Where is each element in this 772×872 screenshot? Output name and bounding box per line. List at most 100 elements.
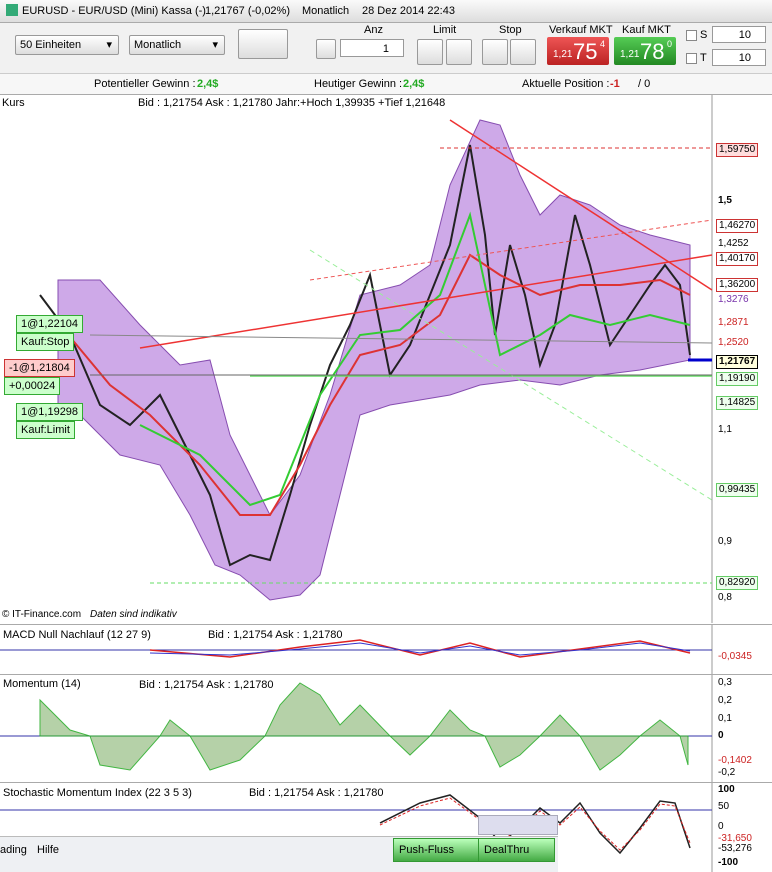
panel-name: Kurs [2,97,25,109]
units: 50 Einheiten [20,39,82,51]
push-button[interactable]: Push-Fluss [393,838,480,862]
potential-label: Potentieller Gewinn : [94,78,196,90]
axis-label: 0,9 [718,536,732,547]
axis-label: 0,2 [718,695,732,706]
panel-name: Momentum (14) [3,678,81,690]
t-checkbox[interactable] [686,53,697,64]
trend-line [449,119,713,291]
axis-label: -0,2 [718,767,736,778]
smi-line [379,794,691,855]
axis-label: 0,1 [718,713,732,724]
s-input[interactable]: 10 [712,26,766,43]
buy-sup: 0 [667,39,673,49]
sell-button[interactable]: 1,21 75 4 [547,37,609,65]
order-tag[interactable]: 1@1,19298 [16,403,84,421]
stop-buy[interactable] [482,39,508,65]
axis-label: 1,2871 [718,317,749,328]
axis-label: 1,2520 [718,337,749,348]
price-line [39,144,691,567]
axis-label: 0,82920 [716,576,759,590]
menu-item[interactable]: ading [0,844,27,856]
sell-label: Verkauf MKT [549,24,613,36]
axis-label: 1,14825 [716,396,759,410]
axis-label: 1,36200 [716,278,759,292]
potential-value: 2,4$ [197,78,219,90]
dealthru-button[interactable]: DealThru [478,838,555,862]
axis-label: -31,650 [718,833,752,844]
sell-big: 75 [573,39,598,64]
t-input[interactable]: 10 [712,49,766,66]
axis-label: 1,5 [718,195,732,206]
axis-label: -53,276 [718,843,752,854]
menu-item[interactable]: Hilfe [37,844,60,856]
sell-sup: 4 [600,39,606,49]
order-tag[interactable]: +0,00024 [4,377,61,395]
panel-quote: Bid : 1,21754 Ask : 1,21780 Jahr:+Hoch 1… [138,97,446,109]
period: Monatlich [134,39,182,51]
quote: 1,21767 (-0,02%) [205,5,290,17]
trend-line [309,219,713,281]
info-row: Potentieller Gewinn : 2,4$ Heutiger Gewi… [0,74,772,94]
macd-panel: MACD Null Nachlauf (12 27 9) Bid : 1,217… [0,624,772,674]
chart-button[interactable] [238,29,288,59]
axis-label: 1,40170 [716,252,759,266]
panel-controls [478,815,558,835]
momentum-area [39,682,689,771]
axis-label: 0,99435 [716,483,759,497]
axis-label: 0 [718,821,724,832]
position-label: Aktuelle Position : [522,78,610,90]
axis-label: 1,19190 [716,372,759,386]
momentum-panel: Momentum (14) Bid : 1,21754 Ask : 1,2178… [0,674,772,782]
order-tag[interactable]: Kauf:Stop [16,333,75,351]
axis-label: -0,0345 [718,651,752,662]
bottom-bar: ading Hilfe Push-Fluss DealThru [0,815,558,872]
buy-label: Kauf MKT [622,24,671,36]
stochastic-panel: Stochastic Momentum Index (22 3 5 3) Bid… [0,782,772,872]
axis-label: 1,4252 [718,238,749,249]
price-chart [39,95,713,623]
axis-label: 1,1 [718,424,732,435]
today-label: Heutiger Gewinn : [314,78,403,90]
order-tag[interactable]: -1@1,21804 [4,359,75,377]
axis-label: -100 [718,857,739,868]
panel-name: MACD Null Nachlauf (12 27 9) [3,629,151,641]
axis-label: 0,8 [718,592,732,603]
order-tag[interactable]: 1@1,22104 [16,315,84,333]
limit-label: Limit [433,24,457,36]
signal-line [149,642,691,656]
limit-buy[interactable] [417,39,443,65]
axis-label: 0 [718,730,724,741]
stochastic-chart [0,783,713,872]
signal-line [379,797,691,851]
toolbar: 50 Einheiten ▾ Monatlich ▾ Anz 1 Limit Sto… [0,23,772,74]
note: Daten sind indikativ [90,609,177,620]
axis-label: 50 [718,801,730,812]
period: Monatlich [302,5,350,17]
order-tag[interactable]: Kauf:Limit [16,421,75,439]
axis-label: 1,59750 [716,143,759,157]
units-select[interactable]: 50 Einheiten ▾ [15,35,119,55]
buy-button[interactable]: 1,21 78 0 [614,37,676,65]
period-select[interactable]: Monatlich ▾ [129,35,225,55]
qty-label: Anz [364,24,383,36]
datetime: 28 Dez 2014 22:43 [362,5,455,17]
sell-prefix: 1,21 [553,49,573,60]
s-checkbox[interactable] [686,30,697,41]
position-zero: / 0 [638,78,651,90]
momentum-chart [0,675,713,782]
stop-sell[interactable] [510,39,536,65]
qty-input[interactable]: 1 [340,39,404,57]
cloud [57,119,691,601]
app-icon [6,4,18,16]
s-label: S [700,29,708,41]
tool-button[interactable] [316,39,336,59]
axis-label: 1,21767 [716,355,759,369]
panel-name: Stochastic Momentum Index (22 3 5 3) [3,787,192,799]
axis-label: -0,1402 [718,755,752,766]
axis-label: 1,46270 [716,219,759,233]
today-value: 2,4$ [403,78,425,90]
panel-quote: Bid : 1,21754 Ask : 1,21780 [139,679,274,691]
limit-sell[interactable] [446,39,472,65]
axis-label: 100 [718,784,735,795]
